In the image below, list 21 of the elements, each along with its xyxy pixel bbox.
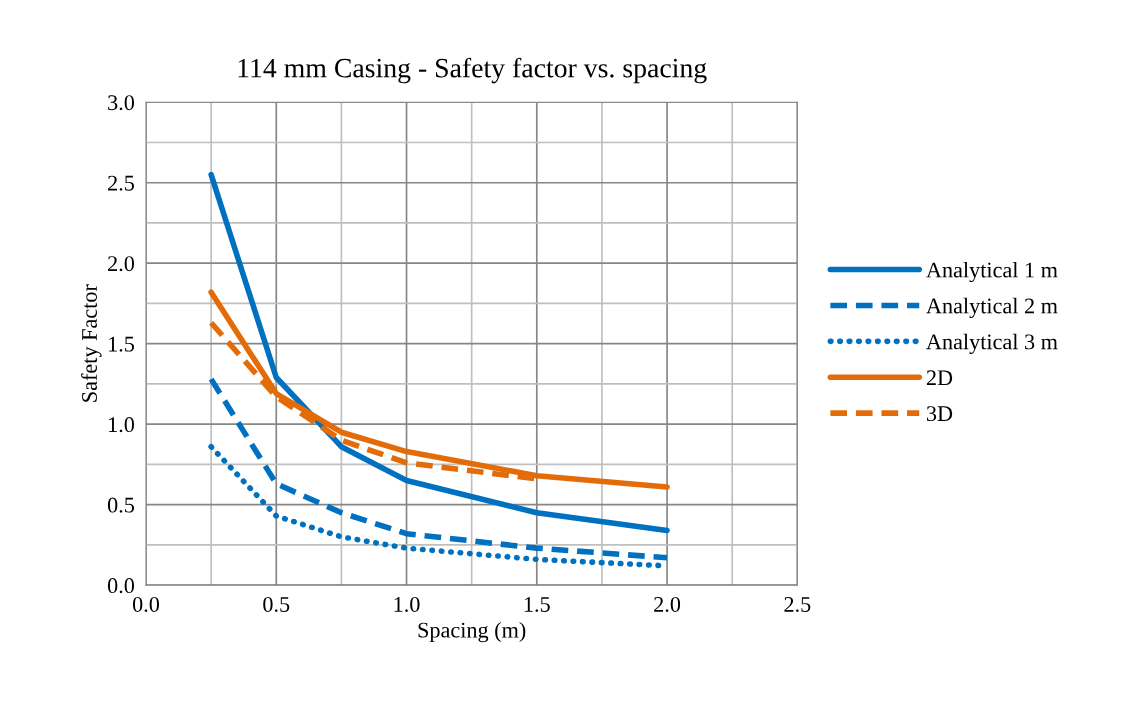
y-axis-title: Safety Factor	[81, 284, 102, 402]
x-tick-label: 0.5	[263, 596, 290, 612]
legend-label: Analytical 3 m	[926, 333, 1058, 354]
y-tick-label: 2.5	[108, 175, 135, 191]
legend-label: 3D	[926, 406, 953, 422]
legend-label: Analytical 1 m	[926, 261, 1058, 283]
y-tick-label: 0.5	[107, 497, 135, 513]
y-tick-label: 1.5	[109, 336, 135, 352]
legend-label: 2D	[926, 370, 953, 386]
legend-label: Analytical 2 m	[926, 297, 1058, 319]
y-tick-label: 1.0	[109, 417, 135, 433]
y-tick-label: 3.0	[108, 95, 135, 111]
chart-title: 114 mm Casing - Safety factor vs. spacing	[238, 57, 707, 84]
x-tick-label: 2.0	[654, 596, 681, 612]
x-axis-title: Spacing (m)	[418, 621, 526, 643]
x-tick-label: 1.5	[524, 597, 550, 612]
x-tick-label: 2.5	[784, 596, 811, 612]
y-tick-label: 0.0	[107, 578, 135, 594]
x-tick-label: 1.0	[394, 596, 420, 612]
x-tick-label: 0.0	[132, 596, 160, 612]
y-tick-label: 2.0	[108, 256, 135, 272]
